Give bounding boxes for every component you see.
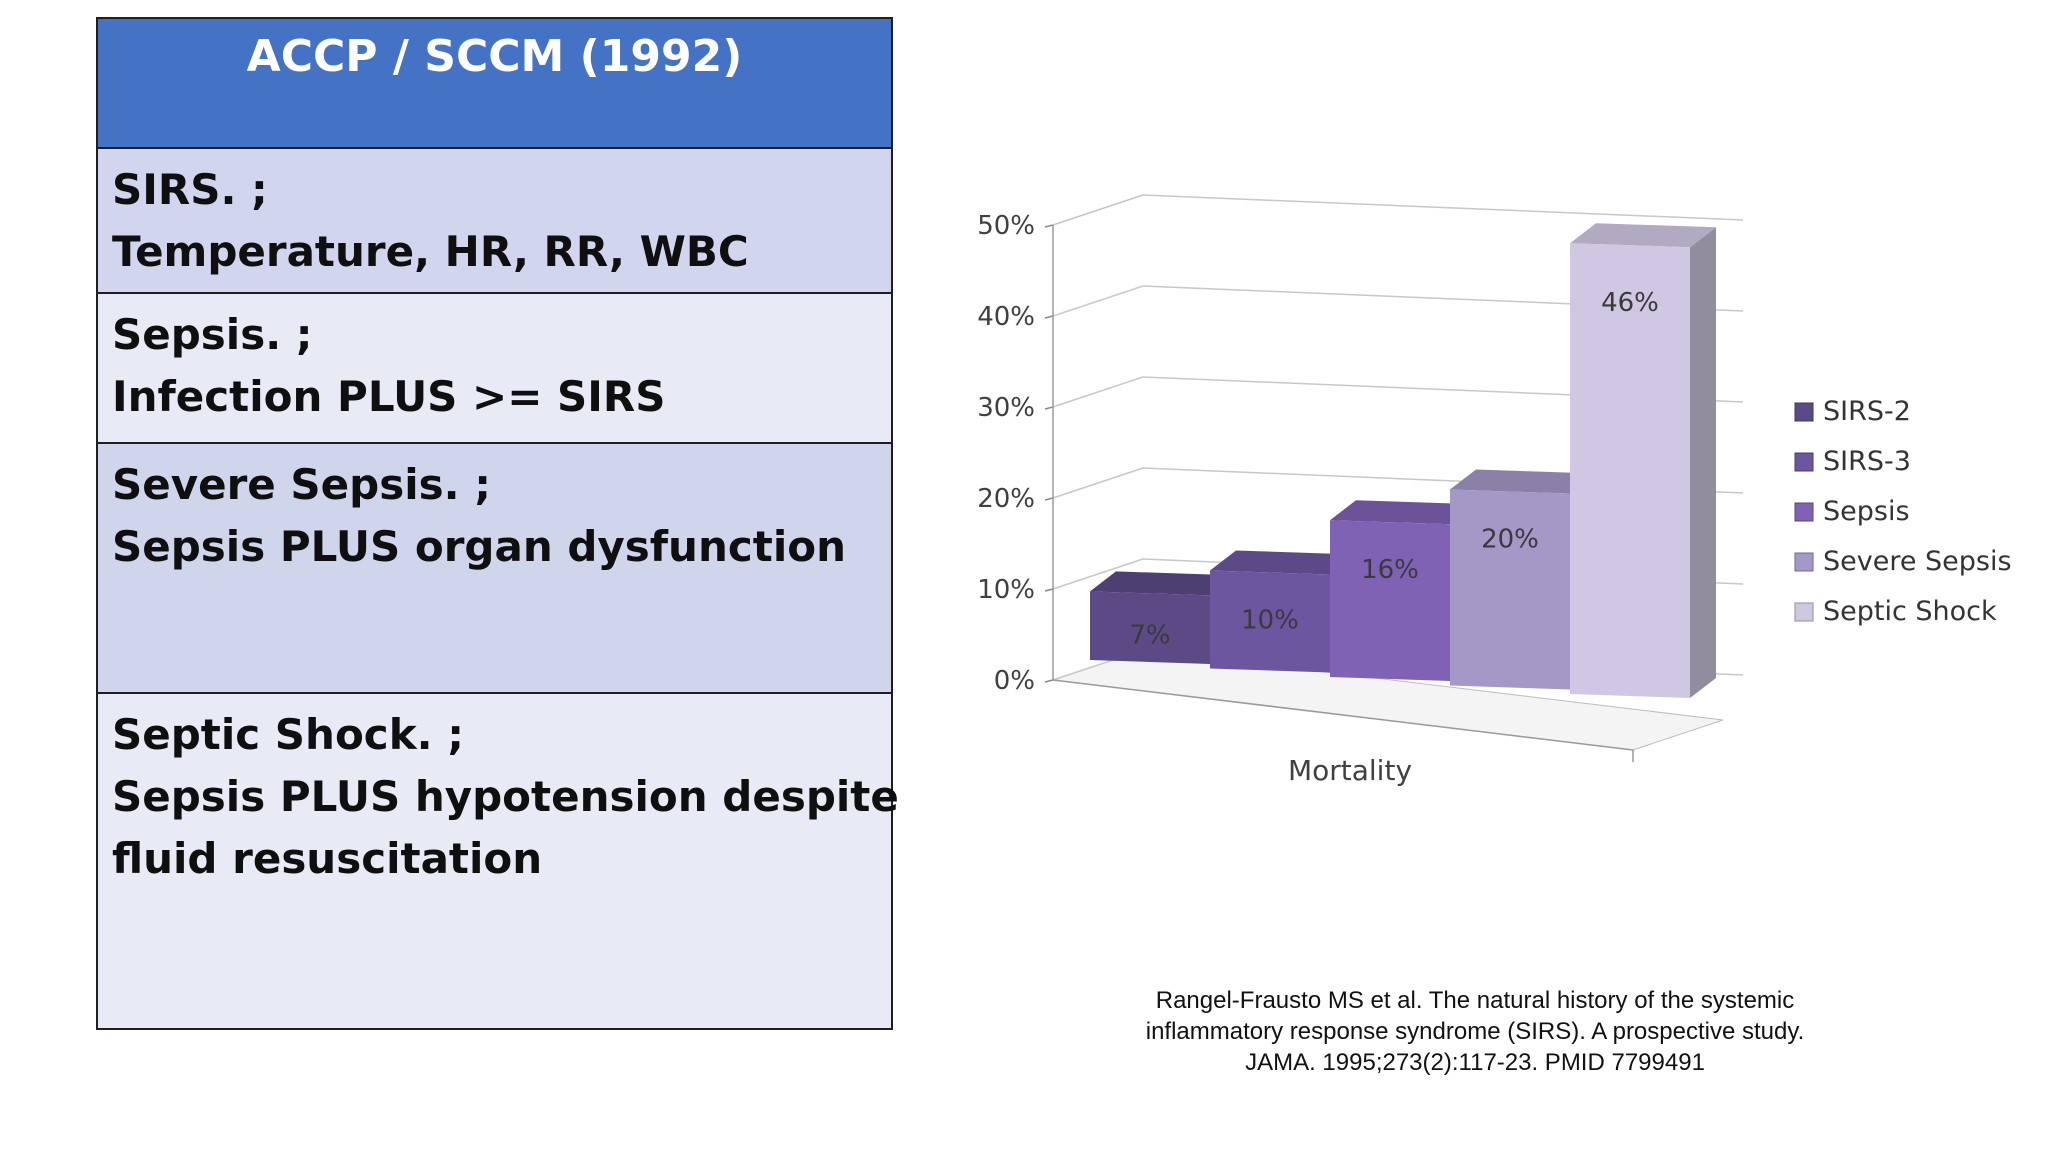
y-tick-mark bbox=[1044, 497, 1054, 501]
bar bbox=[1570, 243, 1690, 698]
citation-line: inflammatory response syndrome (SIRS). A… bbox=[1145, 1018, 1805, 1045]
y-tick-label: 50% bbox=[977, 211, 1035, 241]
citation: Rangel-Frausto MS et al. The natural his… bbox=[1065, 985, 1885, 1078]
y-tick-mark bbox=[1044, 315, 1054, 319]
legend-swatch bbox=[1794, 452, 1814, 472]
table-row-sirs: SIRS. ; Temperature, HR, RR, WBC bbox=[98, 149, 891, 294]
bar bbox=[1450, 489, 1570, 690]
bar bbox=[1090, 591, 1210, 664]
row-definition-cont: fluid resuscitation bbox=[112, 834, 543, 883]
legend-swatch bbox=[1794, 502, 1814, 522]
bar-top bbox=[1570, 223, 1716, 248]
legend-label: SIRS-3 bbox=[1823, 446, 1911, 477]
gridline-depth bbox=[1052, 376, 1144, 408]
row-definition: Temperature, HR, RR, WBC bbox=[112, 227, 749, 276]
y-tick-label: 20% bbox=[977, 484, 1035, 514]
data-label: 46% bbox=[1601, 288, 1659, 318]
definitions-table: ACCP / SCCM (1992) SIRS. ; Temperature, … bbox=[96, 17, 899, 1030]
legend-label: Severe Sepsis bbox=[1823, 546, 2012, 577]
table-header: ACCP / SCCM (1992) bbox=[98, 19, 891, 149]
citation-line: JAMA. 1995;273(2):117-23. PMID 7799491 bbox=[1245, 1049, 1705, 1076]
bar-top bbox=[1450, 469, 1596, 494]
y-tick-label: 40% bbox=[977, 302, 1035, 332]
legend-swatch bbox=[1794, 602, 1814, 622]
bar bbox=[1210, 570, 1330, 673]
row-title: Sepsis. ; bbox=[112, 310, 313, 359]
y-tick-mark bbox=[1044, 588, 1054, 592]
row-definition: Infection PLUS >= SIRS bbox=[112, 372, 666, 421]
bar-top bbox=[1210, 550, 1356, 575]
table-row-sepsis: Sepsis. ; Infection PLUS >= SIRS bbox=[98, 294, 891, 444]
data-label: 16% bbox=[1361, 555, 1419, 585]
gridline-depth bbox=[1052, 558, 1144, 590]
citation-line: Rangel-Frausto MS et al. The natural his… bbox=[1155, 987, 1795, 1014]
y-tick-mark bbox=[1044, 224, 1054, 228]
gridline-depth bbox=[1052, 285, 1144, 317]
table-row-severe-sepsis: Severe Sepsis. ; Sepsis PLUS organ dysfu… bbox=[98, 444, 891, 694]
legend-label: Septic Shock bbox=[1823, 596, 1997, 627]
legend-label: Sepsis bbox=[1823, 496, 1910, 527]
y-tick-label: 30% bbox=[977, 393, 1035, 423]
gridline-depth bbox=[1052, 194, 1144, 226]
bar bbox=[1330, 520, 1450, 681]
row-title: Septic Shock. ; bbox=[112, 710, 464, 759]
y-tick-label: 0% bbox=[994, 666, 1035, 696]
data-label: 10% bbox=[1241, 606, 1299, 636]
legend-swatch bbox=[1794, 402, 1814, 422]
bar-top bbox=[1330, 500, 1476, 525]
row-definition: Sepsis PLUS hypotension despite bbox=[112, 772, 899, 821]
mortality-chart: 0% 10% 20% 30% 40% 50% 7% 10% 16% 20% 46% Mortality… bbox=[977, 194, 2012, 787]
legend-label: SIRS-2 bbox=[1823, 396, 1911, 427]
data-label: 20% bbox=[1481, 525, 1539, 555]
gridline bbox=[1142, 194, 1744, 221]
bar-top bbox=[1090, 571, 1236, 596]
y-tick-mark bbox=[1044, 406, 1054, 410]
data-label: 7% bbox=[1129, 620, 1170, 650]
row-definition: Sepsis PLUS organ dysfunction bbox=[112, 522, 846, 571]
x-axis-label: Mortality bbox=[1288, 754, 1412, 787]
row-title: SIRS. ; bbox=[112, 165, 268, 214]
x-axis bbox=[1052, 679, 1634, 751]
gridline-depth bbox=[1052, 467, 1144, 499]
table-row-septic-shock: Septic Shock. ; Sepsis PLUS hypotension … bbox=[98, 694, 899, 1028]
y-tick-mark bbox=[1044, 679, 1054, 683]
row-title: Severe Sepsis. ; bbox=[112, 460, 491, 509]
legend-swatch bbox=[1794, 552, 1814, 572]
y-tick-label: 10% bbox=[977, 575, 1035, 605]
bar-side bbox=[1690, 227, 1716, 698]
